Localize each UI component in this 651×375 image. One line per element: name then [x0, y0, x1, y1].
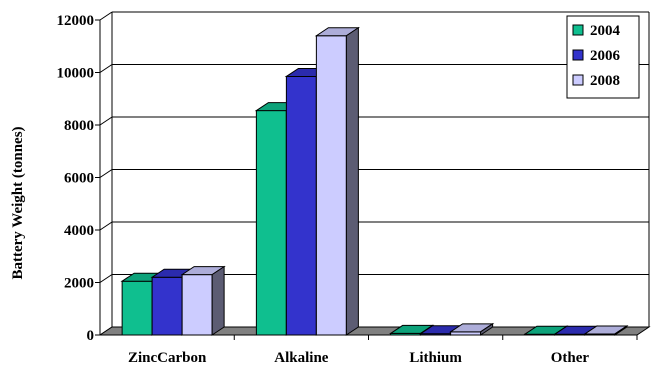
y-tick-label: 0 — [87, 328, 95, 344]
y-tick-label: 8000 — [64, 118, 94, 134]
gridline — [99, 11, 113, 21]
legend-swatch — [572, 74, 584, 86]
x-tick-label: Other — [551, 350, 590, 366]
gridline — [99, 116, 113, 126]
bar-front — [151, 276, 183, 336]
y-tick-labels: 0 2000 4000 6000 8000 10000 12000 — [57, 13, 95, 344]
legend-label: 2004 — [590, 23, 621, 39]
legend-label: 2006 — [590, 48, 621, 64]
bar-side — [211, 265, 225, 336]
y-tick-label: 4000 — [64, 223, 94, 239]
legend: 2004 2006 2008 — [566, 15, 640, 99]
bar — [583, 325, 629, 336]
y-tick-label: 2000 — [64, 276, 94, 292]
x-tick-label: Lithium — [409, 350, 462, 366]
gridline — [99, 64, 113, 73]
x-tick-label: Alkaline — [274, 350, 329, 366]
gridline — [99, 274, 113, 283]
bar-side — [480, 322, 494, 336]
bar-front — [315, 35, 347, 336]
x-tick-labels: ZincCarbon Alkaline Lithium Other — [128, 350, 589, 366]
gridline — [99, 221, 113, 231]
bar-side — [345, 26, 359, 336]
bar-front — [181, 274, 213, 336]
y-axis-label: Battery Weight (tonnes) — [10, 126, 26, 279]
gridline — [99, 169, 113, 178]
legend-swatch — [572, 24, 584, 36]
x-tick-label: ZincCarbon — [128, 350, 207, 366]
y-tick-label: 6000 — [64, 171, 94, 187]
bar-front — [255, 110, 287, 336]
bar-front — [285, 75, 317, 336]
bar — [314, 26, 361, 336]
legend-label: 2008 — [590, 73, 620, 89]
y-tick-label: 10000 — [57, 66, 95, 82]
bars — [120, 26, 629, 336]
bar — [180, 265, 226, 336]
bar — [448, 322, 495, 336]
y-tick-label: 12000 — [57, 13, 95, 29]
legend-swatch — [572, 49, 584, 61]
bar-side — [614, 325, 628, 336]
bar-front — [121, 280, 153, 336]
